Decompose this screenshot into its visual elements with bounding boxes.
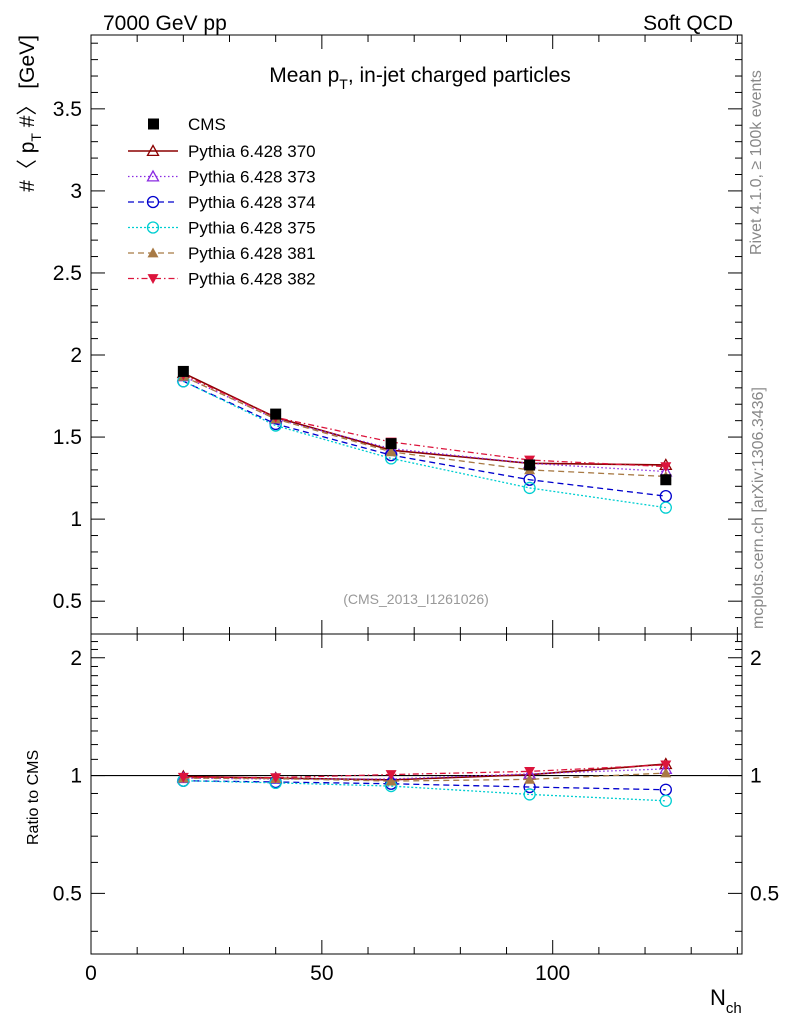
legend-label-1: Pythia 6.428 373 [188, 168, 316, 187]
legend-label-3: Pythia 6.428 375 [188, 219, 316, 238]
chart-title-rest: , in-jet charged particles [348, 64, 571, 87]
chart-title-main: Mean p [269, 64, 339, 87]
ratio-4-point-2 [385, 775, 397, 786]
legend-marker-4 [147, 247, 159, 258]
series-line-0 [182, 372, 666, 466]
header-right: Soft QCD [643, 12, 733, 35]
rivet-label: Rivet 4.1.0, ≥ 100k events [748, 70, 765, 255]
data-point-1 [270, 408, 282, 420]
main-y-ticks: 0.5 1 1.5 2 2.5 3 3.5 [53, 42, 742, 635]
ratio-tick-label-left-2: 2 [70, 647, 82, 670]
ratio-4-point-3 [524, 773, 536, 784]
series-line-3 [183, 380, 666, 509]
legend-label-4: Pythia 6.428 381 [188, 244, 316, 263]
y-axis-label: #〈 pT #〉 [GeV] [16, 35, 44, 192]
ratio-plot-series [91, 757, 742, 807]
ratio-5-point-4 [660, 760, 672, 771]
legend: CMS Pythia 6.428 370 Pythia 6.428 373 Pythi… [128, 115, 316, 289]
legend-marker-3 [146, 221, 160, 234]
ratio-tick-label-right-1: 1 [750, 765, 762, 788]
data-point-3 [524, 459, 536, 471]
y-tick-label-2: 1.5 [53, 426, 82, 449]
ratio-y-ticks: 0.5 0.5 1 1 2 2 [53, 641, 779, 932]
ratio-tick-label-left-0: 0.5 [53, 882, 82, 905]
legend-marker-0 [146, 144, 160, 157]
chart-title: Mean pT, in-jet charged particles [269, 64, 571, 92]
y-axis-label-sub: T [28, 133, 44, 142]
series-line-1 [183, 375, 666, 473]
y-tick-label-0: 0.5 [53, 590, 82, 613]
y-axis-label-rest: #〉 [GeV] [16, 35, 39, 133]
y-axis-label-main: #〈 p [16, 142, 39, 192]
ratio-tick-label-left-1: 1 [70, 765, 82, 788]
ratio-5-point-3 [524, 766, 536, 777]
series-3-point-3 [523, 481, 536, 495]
y-tick-label-5: 3 [70, 180, 82, 203]
y-tick-label-1: 1 [70, 508, 82, 531]
y-tick-label-3: 2 [70, 344, 82, 367]
legend-label-2: Pythia 6.428 374 [188, 193, 316, 212]
ratio-4-point-4 [660, 767, 672, 778]
ratio-3-point-4 [659, 794, 672, 807]
ratio-5-point-2 [385, 770, 397, 781]
x-ticks: 0 50 100 [85, 35, 738, 985]
legend-marker-1 [146, 169, 160, 182]
series-5-point-4 [660, 462, 672, 473]
legend-marker-2 [146, 195, 160, 209]
main-plot-series [176, 365, 673, 514]
x-tick-label-50: 50 [310, 962, 333, 985]
x-tick-label-0: 0 [85, 962, 97, 985]
legend-marker-data [148, 118, 159, 130]
data-point-0 [177, 365, 189, 377]
y-tick-label-4: 2.5 [53, 262, 82, 285]
ratio-5-point-1 [270, 773, 282, 784]
legend-label-5: Pythia 6.428 382 [188, 270, 316, 289]
x-axis-label-main: N [710, 985, 726, 1010]
series-4-point-2 [385, 446, 397, 457]
series-line-2 [183, 380, 666, 497]
ratio-tick-label-right-0: 0.5 [750, 882, 779, 905]
x-tick-label-100: 100 [535, 962, 570, 985]
legend-label-0: Pythia 6.428 370 [188, 142, 316, 161]
x-axis-label: Nch [710, 985, 742, 1017]
ratio-plot-frame [90, 633, 743, 955]
header-left: 7000 GeV pp [103, 12, 227, 35]
ratio-3-point-3 [523, 788, 536, 801]
mcplots-label: mcplots.cern.ch [arXiv:1306.3436] [750, 387, 767, 629]
analysis-tag: (CMS_2013_I1261026) [343, 591, 489, 607]
ratio-y-axis-label: Ratio to CMS [25, 750, 42, 845]
legend-marker-5 [147, 274, 159, 284]
ratio-tick-label-right-2: 2 [750, 647, 762, 670]
chart-title-sub: T [339, 76, 348, 92]
data-point-2 [385, 438, 397, 450]
legend-label-data: CMS [188, 115, 226, 134]
y-tick-label-6: 3.5 [53, 98, 82, 121]
ratio-5-point-0 [177, 772, 189, 783]
data-point-4 [660, 474, 672, 486]
ratio-line-3 [183, 780, 666, 802]
ratio-line-4 [183, 772, 666, 782]
x-axis-label-sub: ch [726, 1000, 742, 1017]
series-3-point-4 [659, 501, 672, 514]
